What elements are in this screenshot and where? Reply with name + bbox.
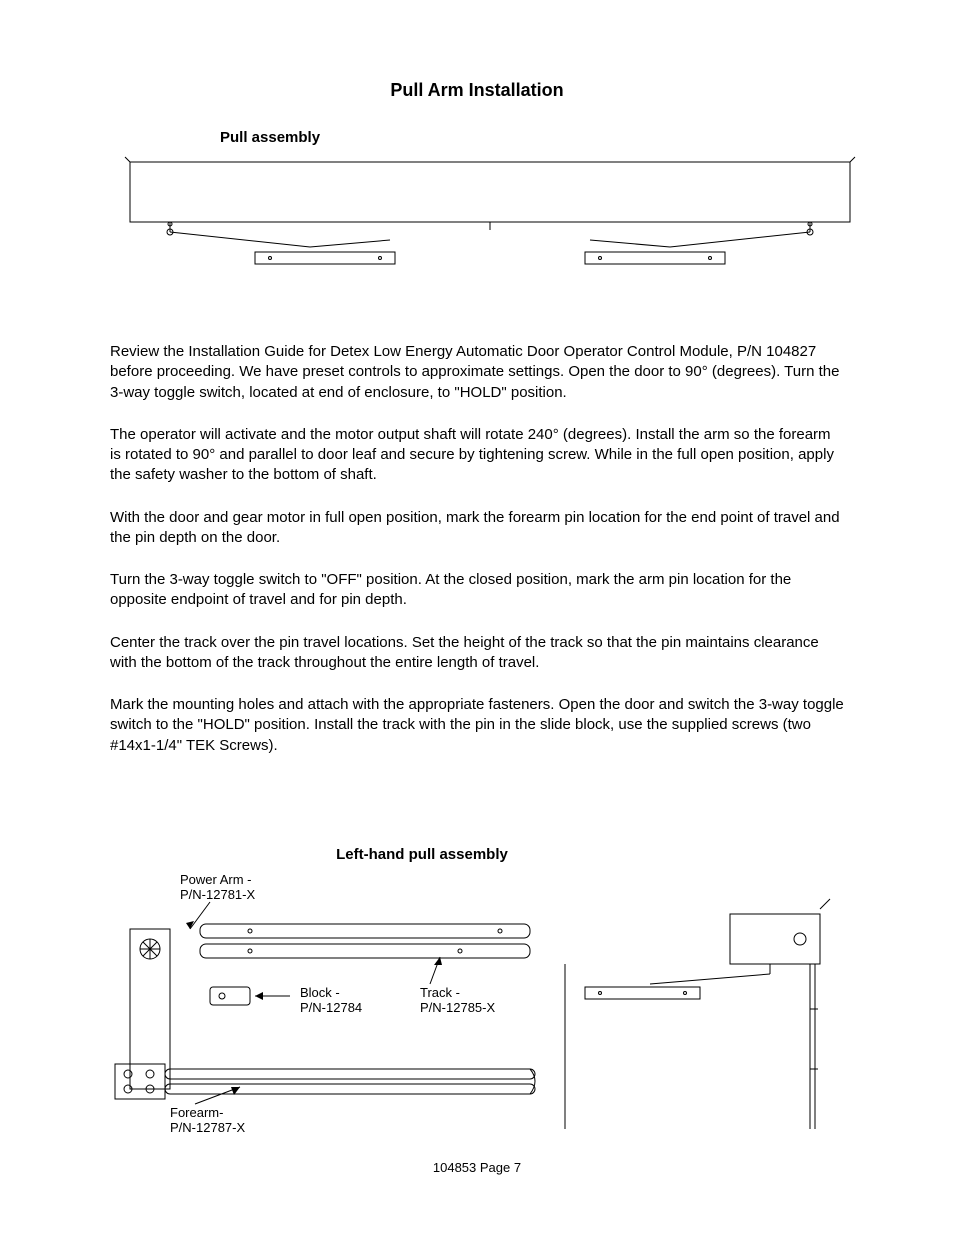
label-block-2: P/N-12784 <box>300 1000 362 1015</box>
paragraph-3: With the door and gear motor in full ope… <box>110 508 844 549</box>
label-track-2: P/N-12785-X <box>420 1000 495 1015</box>
paragraph-5: Center the track over the pin travel loc… <box>110 633 844 674</box>
paragraph-2: The operator will activate and the motor… <box>110 425 844 486</box>
label-forearm-1: Forearm- <box>170 1105 223 1120</box>
label-power-arm-1: Power Arm - <box>180 872 252 887</box>
subheading-pull-assembly: Pull assembly <box>220 129 844 146</box>
paragraph-6: Mark the mounting holes and attach with … <box>110 695 844 756</box>
subheading-left-hand-pull: Left-hand pull assembly <box>0 846 844 863</box>
page-footer: 104853 Page 7 <box>0 1160 954 1175</box>
label-track-1: Track - <box>420 985 460 1000</box>
pull-assembly-diagram <box>110 152 870 282</box>
label-block-1: Block - <box>300 985 340 1000</box>
paragraph-4: Turn the 3-way toggle switch to "OFF" po… <box>110 570 844 611</box>
document-page: Pull Arm Installation Pull assembly <box>0 0 954 1235</box>
label-forearm-2: P/N-12787-X <box>170 1120 245 1135</box>
page-title: Pull Arm Installation <box>110 80 844 101</box>
left-hand-pull-diagram: Power Arm - P/N-12781-X <box>110 869 870 1149</box>
label-power-arm-2: P/N-12781-X <box>180 887 255 902</box>
paragraph-1: Review the Installation Guide for Detex … <box>110 342 844 403</box>
